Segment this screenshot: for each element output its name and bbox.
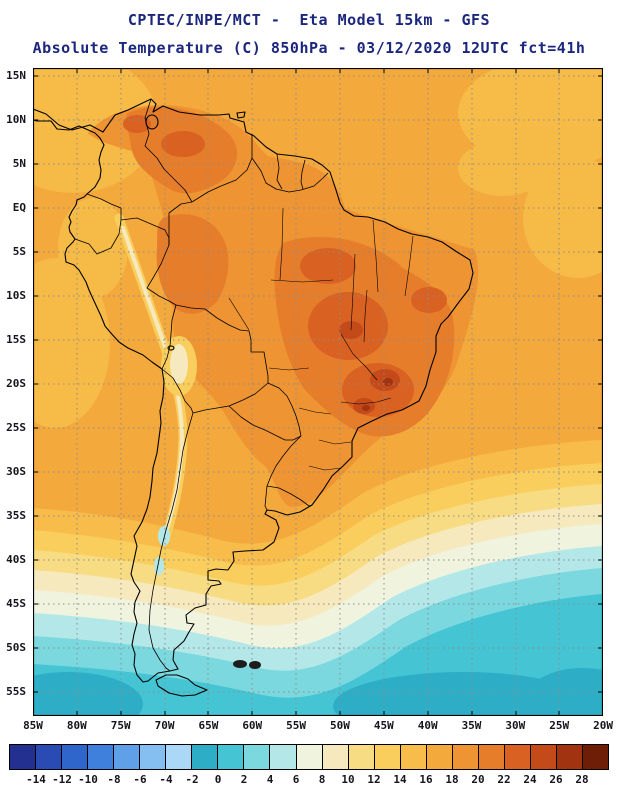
- colorbar-cell: [36, 745, 63, 769]
- lat-label: 10N: [6, 113, 26, 126]
- lat-label: 15S: [6, 333, 26, 346]
- coastline: [33, 98, 474, 697]
- colorbar-cell: [88, 745, 115, 769]
- grid-lines: [33, 68, 603, 716]
- lon-label: 55W: [286, 719, 307, 732]
- colorbar-tick-label: 16: [419, 773, 433, 786]
- colorbar-cell: [504, 745, 531, 769]
- colorbar-tick-label: 0: [214, 773, 222, 786]
- lon-label: 80W: [66, 719, 87, 732]
- lat-label: 45S: [6, 597, 26, 610]
- colorbar-cell: [62, 745, 89, 769]
- lat-label: 55S: [6, 685, 26, 698]
- colorbar-cell: [556, 745, 584, 769]
- colorbar-cell: [400, 745, 427, 769]
- state-borders: [228, 207, 414, 471]
- lon-label: 45W: [373, 719, 394, 732]
- lon-label: 70W: [154, 719, 175, 732]
- lon-label: 30W: [505, 719, 526, 732]
- altiplano-cool-inner: [170, 344, 188, 384]
- colorbar-tick-label: 12: [367, 773, 381, 786]
- colorbar-cell: [192, 745, 219, 769]
- colorbar-tick-label: 4: [266, 773, 274, 786]
- lon-label: 85W: [23, 719, 43, 732]
- falkland-islands: [233, 660, 261, 669]
- lon-label: 60W: [242, 719, 263, 732]
- colorbar-ticks: -14 -12 -10 -8 -6 -4 -2 0 2 4 6 8 10 12 14 16 18 20 22 24 26…: [9, 773, 609, 788]
- colorbar-tick-label: -2: [185, 773, 199, 786]
- lat-label: 35S: [6, 509, 26, 522]
- colorbar-cell: [426, 745, 453, 769]
- lon-label: 25W: [549, 719, 570, 732]
- colorbar-cell: [478, 745, 505, 769]
- colorbar-tick-label: -6: [133, 773, 147, 786]
- colorbar-cell: [10, 745, 37, 769]
- colorbar-cell: [374, 745, 401, 769]
- title-block: CPTEC/INPE/MCT - Eta Model 15km - GFS Ab…: [0, 6, 618, 62]
- colorbar-cell: [166, 745, 193, 769]
- colorbar-tick-label: -4: [159, 773, 173, 786]
- colorbar-cell: [530, 745, 557, 769]
- colorbar-tick-label: 2: [240, 773, 248, 786]
- lat-label: 5S: [12, 245, 26, 258]
- field-light-patches: [33, 68, 603, 428]
- colorbar-cell: [140, 745, 167, 769]
- lat-label: 5N: [12, 157, 26, 170]
- colorbar-cell: [348, 745, 375, 769]
- country-borders: [74, 98, 329, 672]
- colorbar-tick-label: -10: [78, 773, 98, 786]
- lat-label: 50S: [6, 641, 26, 654]
- lat-label: 15N: [6, 69, 26, 82]
- lon-label: 20W: [593, 719, 613, 732]
- tierra-del-fuego: [155, 674, 208, 697]
- colorbar-tick-label: 22: [497, 773, 511, 786]
- colorbar-tick-label: -14: [26, 773, 46, 786]
- lat-label: 10S: [6, 289, 26, 302]
- title-line-1: CPTEC/INPE/MCT - Eta Model 15km - GFS: [127, 11, 491, 29]
- lat-label: 25S: [6, 421, 26, 434]
- colorbar-tick-label: 26: [549, 773, 563, 786]
- colorbar-cell: [296, 745, 323, 769]
- lat-axis: 15N 10N 5N EQ 5S 10S 15S 20S 25S 30S 35S 40S 45S 50S 5…: [0, 69, 29, 719]
- lon-label: 65W: [198, 719, 219, 732]
- colorbar-cell: [270, 745, 297, 769]
- lat-label: EQ: [12, 201, 26, 214]
- lat-label: 40S: [6, 553, 26, 566]
- title-line-2: Absolute Temperature (C) 850hPa - 03/12/…: [32, 39, 586, 57]
- map-canvas: [33, 68, 603, 716]
- colorbar-tick-label: 18: [445, 773, 459, 786]
- colorbar-cell: [452, 745, 479, 769]
- colorbar-cell: [322, 745, 349, 769]
- trinidad-island: [236, 111, 246, 119]
- colorbar-cell: [114, 745, 141, 769]
- colorbar-tick-label: 6: [292, 773, 300, 786]
- colorbar-tick-label: 14: [393, 773, 407, 786]
- lake-titicaca: [167, 345, 175, 351]
- lon-label: 75W: [110, 719, 131, 732]
- colorbar-tick-label: 24: [523, 773, 537, 786]
- colorbar-tick-label: 20: [471, 773, 485, 786]
- lon-label: 50W: [330, 719, 350, 732]
- lon-label: 35W: [461, 719, 482, 732]
- lon-label: 40W: [417, 719, 438, 732]
- map-frame: [33, 68, 603, 716]
- axis-ticks: [33, 68, 603, 716]
- colorbar-tick-label: -12: [52, 773, 72, 786]
- lat-label: 20S: [6, 377, 26, 390]
- lon-axis: 85W 80W 75W 70W 65W 60W 55W 50W 45W 40W 35W 30W 25W 2…: [23, 719, 613, 734]
- colorbar-cell: [244, 745, 271, 769]
- colorbar-cell: [583, 745, 609, 769]
- field-extreme-specks: [362, 378, 393, 411]
- colorbar-cell: [218, 745, 245, 769]
- colorbar-tick-label: 28: [575, 773, 589, 786]
- colorbar-tick-label: -8: [107, 773, 121, 786]
- colorbar-tick-label: 10: [341, 773, 355, 786]
- colorbar: [9, 744, 609, 770]
- lat-label: 30S: [6, 465, 26, 478]
- band-cold-patches: [33, 668, 603, 716]
- colorbar-tick-label: 8: [318, 773, 326, 786]
